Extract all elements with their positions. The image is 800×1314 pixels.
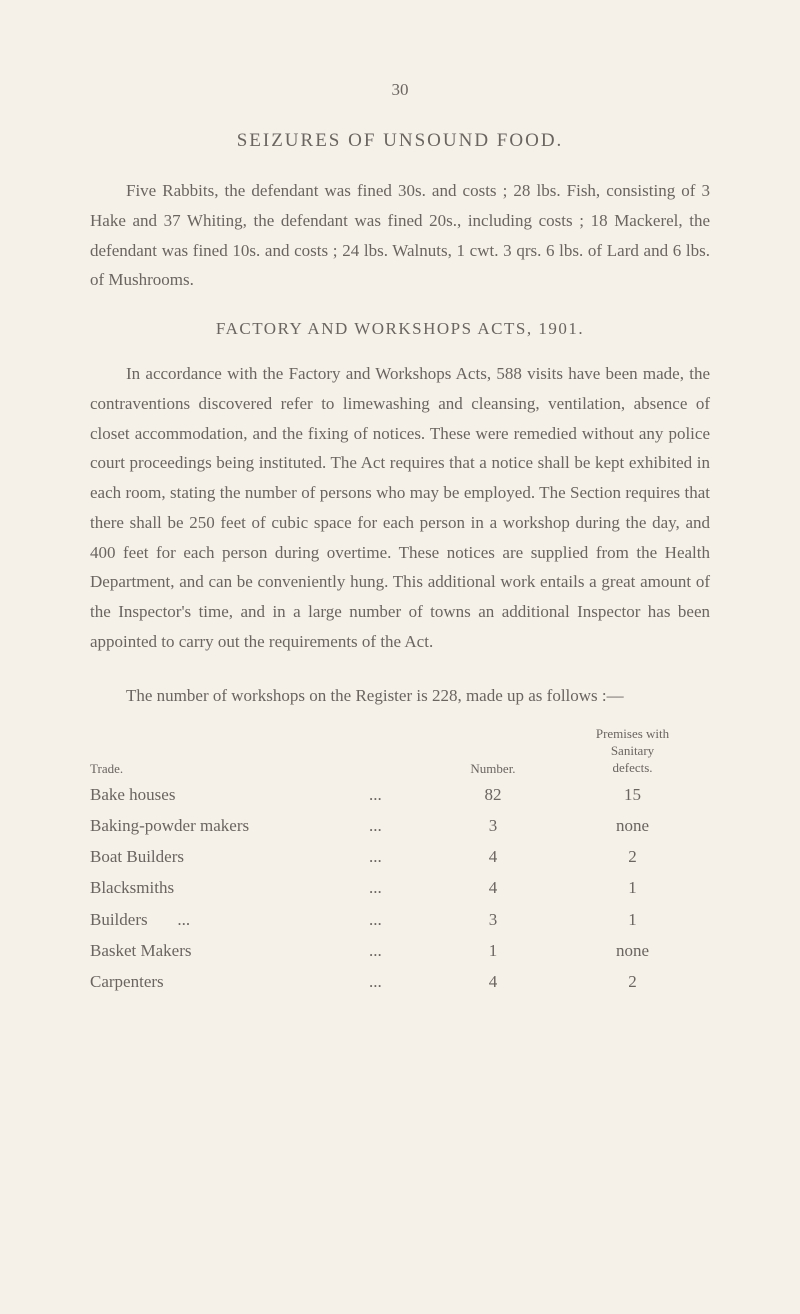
header-number: Number. (431, 724, 555, 779)
cell-number: 4 (431, 841, 555, 872)
cell-number: 82 (431, 779, 555, 810)
cell-trade: Baking-powder makers (90, 810, 369, 841)
cell-dots: ... (369, 872, 431, 903)
header-trade: Trade. (90, 724, 369, 779)
cell-dots: ... (369, 904, 431, 935)
cell-trade: Bake houses (90, 779, 369, 810)
cell-premises: 2 (555, 966, 710, 997)
table-row: Carpenters ... 4 2 (90, 966, 710, 997)
cell-dots: ... (369, 841, 431, 872)
table-row: Boat Builders ... 4 2 (90, 841, 710, 872)
table-row: Blacksmiths ... 4 1 (90, 872, 710, 903)
cell-trade: Blacksmiths (90, 872, 369, 903)
cell-premises: none (555, 810, 710, 841)
cell-trade: Carpenters (90, 966, 369, 997)
factory-heading: FACTORY AND WORKSHOPS ACTS, 1901. (90, 319, 710, 339)
header-premises: Premises with Sanitary defects. (555, 724, 710, 779)
cell-trade: Builders ... (90, 904, 369, 935)
table-row: Basket Makers ... 1 none (90, 935, 710, 966)
table-intro: The number of workshops on the Register … (90, 681, 710, 711)
page-number: 30 (90, 80, 710, 100)
cell-number: 3 (431, 904, 555, 935)
cell-dots: ... (369, 810, 431, 841)
cell-number: 1 (431, 935, 555, 966)
cell-premises: 1 (555, 904, 710, 935)
table-row: Baking-powder makers ... 3 none (90, 810, 710, 841)
cell-premises: none (555, 935, 710, 966)
cell-premises: 2 (555, 841, 710, 872)
factory-paragraph: In accordance with the Factory and Works… (90, 359, 710, 657)
cell-number: 3 (431, 810, 555, 841)
workshop-table: Trade. Number. Premises with Sanitary de… (90, 724, 710, 997)
cell-dots: ... (369, 935, 431, 966)
cell-trade: Boat Builders (90, 841, 369, 872)
cell-premises: 15 (555, 779, 710, 810)
cell-trade: Basket Makers (90, 935, 369, 966)
seizures-paragraph: Five Rabbits, the defendant was fined 30… (90, 176, 710, 295)
header-spacer (369, 724, 431, 779)
cell-number: 4 (431, 872, 555, 903)
table-row: Builders ... ... 3 1 (90, 904, 710, 935)
seizures-heading: SEIZURES OF UNSOUND FOOD. (90, 130, 710, 152)
table-row: Bake houses ... 82 15 (90, 779, 710, 810)
cell-dots: ... (369, 779, 431, 810)
cell-number: 4 (431, 966, 555, 997)
table-header-row: Trade. Number. Premises with Sanitary de… (90, 724, 710, 779)
cell-dots: ... (369, 966, 431, 997)
cell-premises: 1 (555, 872, 710, 903)
